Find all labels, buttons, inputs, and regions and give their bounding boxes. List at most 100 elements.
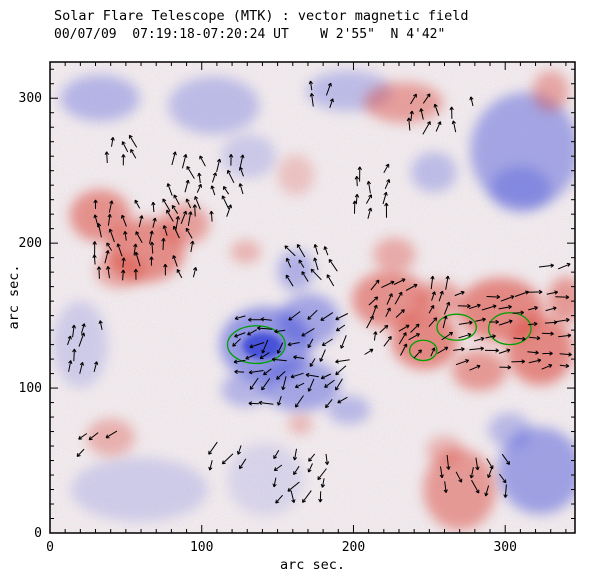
vector-arrow — [454, 290, 465, 297]
vector-arrow — [405, 283, 418, 291]
vector-arrow — [208, 460, 213, 471]
vector-arrow — [238, 183, 244, 195]
field-region-negative — [227, 443, 304, 516]
vector-arrow — [308, 80, 313, 91]
figure-title: Solar Flare Telescope (MTK) : vector mag… — [54, 8, 469, 24]
vector-arrow — [273, 449, 280, 460]
vector-arrow — [546, 290, 559, 295]
vector-arrow — [313, 257, 319, 271]
vector-arrow — [211, 172, 217, 183]
vector-arrow — [545, 306, 557, 312]
vector-arrow — [248, 401, 259, 406]
field-region-negative — [221, 134, 277, 178]
vector-arrow — [181, 154, 188, 169]
vector-field — [67, 80, 572, 504]
vector-arrow — [542, 351, 553, 356]
field-region-positive — [426, 435, 463, 465]
vector-arrow — [130, 148, 137, 159]
vector-arrow — [337, 396, 348, 404]
vector-arrow — [105, 430, 118, 439]
field-region-negative — [279, 293, 340, 347]
vector-arrow — [248, 370, 264, 375]
vector-arrow — [67, 335, 72, 346]
vector-arrow — [484, 485, 490, 497]
vector-arrow — [498, 348, 511, 354]
vector-arrow — [469, 346, 484, 351]
vector-arrow — [108, 228, 115, 243]
vector-arrow — [511, 359, 526, 364]
vector-arrow — [104, 151, 110, 164]
vector-arrow — [180, 210, 188, 224]
vector-arrow — [274, 329, 286, 334]
field-region-negative — [60, 75, 140, 122]
field-region-positive — [547, 276, 575, 323]
y-axis-label: arc sec. — [6, 264, 22, 330]
vector-arrow — [276, 371, 286, 380]
vector-arrow — [290, 372, 304, 379]
vector-arrow — [209, 210, 214, 222]
vector-arrow — [294, 382, 305, 389]
vector-arrow — [379, 324, 389, 333]
field-region-negative — [327, 395, 371, 425]
vector-arrow — [325, 398, 333, 409]
vector-arrow — [272, 477, 277, 488]
vector-arrow — [138, 215, 144, 228]
vector-arrow — [473, 336, 485, 342]
vector-arrow — [384, 202, 389, 218]
vector-arrow — [121, 257, 126, 268]
vector-arrow — [365, 194, 372, 204]
y-tick-label: 0 — [34, 526, 42, 541]
vector-arrow — [458, 332, 472, 339]
vector-arrow — [78, 433, 88, 440]
vector-arrow — [208, 441, 218, 455]
vector-arrow — [408, 333, 420, 341]
field-region-negative — [497, 427, 575, 515]
vector-arrow — [249, 377, 259, 390]
vector-arrow — [234, 332, 246, 338]
vector-arrow — [410, 323, 420, 333]
vector-arrow — [366, 180, 371, 194]
vector-arrow — [309, 92, 315, 107]
vector-arrow — [555, 317, 570, 323]
vector-arrow — [72, 348, 77, 362]
vector-arrow — [298, 259, 305, 268]
vector-arrow — [398, 324, 410, 332]
vector-arrow — [275, 494, 283, 504]
vector-arrow — [409, 110, 414, 122]
vector-arrow — [226, 169, 235, 184]
vector-arrow — [104, 250, 110, 264]
vector-arrow — [435, 121, 442, 132]
field-region-positive — [69, 189, 131, 242]
vector-arrow — [475, 317, 486, 322]
vector-arrow — [455, 359, 470, 366]
vector-arrow — [171, 151, 177, 166]
x-tick-label: 300 — [493, 540, 516, 555]
vector-arrow — [449, 106, 454, 119]
vector-arrow — [185, 198, 192, 209]
vector-arrow — [190, 240, 195, 253]
vector-arrow — [370, 279, 380, 291]
field-region-positive — [351, 270, 428, 329]
vector-arrow — [438, 290, 444, 302]
field-region-negative — [53, 301, 108, 389]
vector-arrow — [192, 267, 198, 278]
vector-arrow — [489, 319, 499, 325]
vector-arrow — [163, 263, 168, 276]
vector-arrow — [133, 268, 139, 280]
vector-arrow — [162, 225, 168, 236]
vector-arrow — [149, 241, 155, 254]
vector-arrow — [313, 244, 319, 255]
vector-arrow — [135, 231, 143, 244]
vector-arrow — [428, 304, 435, 314]
vector-arrow — [324, 379, 335, 388]
x-tick-label: 100 — [190, 540, 213, 555]
figure-subtitle: 00/07/09 07:19:18-07:20:24 UT W 2'55" N … — [54, 27, 446, 42]
vector-arrow — [93, 361, 99, 373]
vector-arrow — [185, 227, 193, 239]
vector-arrow — [121, 154, 126, 166]
vector-arrow — [247, 329, 257, 336]
vector-arrow — [123, 230, 128, 241]
vector-arrow — [445, 275, 450, 290]
